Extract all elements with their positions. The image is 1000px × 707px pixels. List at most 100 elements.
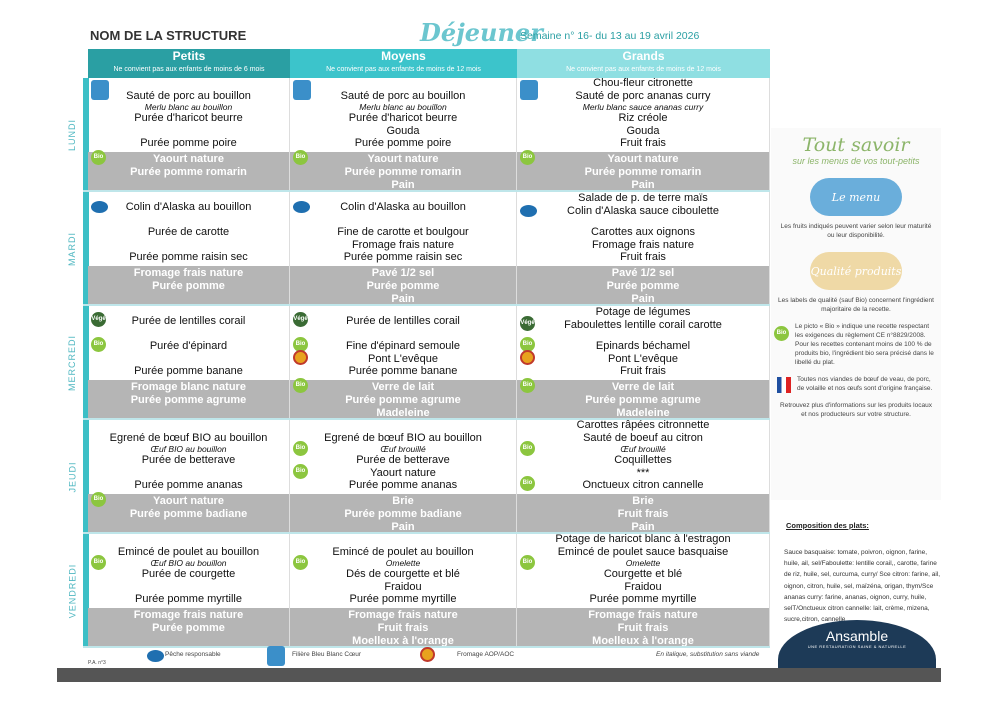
bio-icon: Bio [520, 441, 535, 457]
menu-line: Bio Omelette [290, 555, 516, 571]
menu-line: Madeleine [376, 406, 430, 419]
menu-line: Gouda [626, 124, 660, 137]
vegetarian-icon: Végé [293, 312, 308, 328]
panel-subtitle: sur les menus de vos tout-petits [792, 156, 920, 166]
menu-line: Bio Verre de lait [517, 378, 769, 394]
main-dishes: Egrené de bœuf BIO au bouillon Œuf BIO au… [88, 420, 289, 494]
bio-icon: Bio [520, 150, 535, 165]
panel-text-bio: Bio Le picto « Bio » indique une recette … [771, 322, 941, 367]
desserts: Fromage frais nature Purée pomme [88, 266, 289, 305]
menu-line: Sauté de porc ananas curry [517, 79, 769, 103]
menu-line: Fruit frais [620, 137, 666, 150]
menu-line: Purée pomme badiane [129, 507, 248, 520]
menu-line [517, 331, 769, 340]
menu-line [88, 581, 289, 594]
menu-line [290, 328, 516, 341]
day-bar [83, 78, 89, 192]
menu-line: Madeleine [616, 406, 670, 419]
menu-line: Bio Yaourt nature [290, 463, 516, 480]
fish-icon [147, 650, 164, 662]
vegetarian-icon: Végé [520, 315, 535, 331]
menu-line: Purée pomme romarin [130, 165, 247, 178]
menu-line: Purée pomme agrume [345, 393, 461, 406]
menu-line: Purée pomme romarin [344, 165, 462, 178]
menu-line: Colin d'Alaska au bouillon [290, 201, 516, 214]
desserts: Bio Yaourt nature Purée pomme romarin Pain [517, 150, 769, 191]
desserts: Fromage frais nature Fruit frais Moelleux … [517, 608, 769, 647]
menu-cell-moyens: Colin d'Alaska au bouillon Fine de carott… [290, 192, 517, 306]
menu-line: Végé Purée de lentilles corail [88, 312, 289, 328]
day-vendredi: VENDREDI Emincé de poulet au bouillon Bio Œ… [57, 533, 770, 648]
menu-line: Purée pomme raisin sec [343, 251, 463, 264]
main-dishes: Chou-fleur citronette Sauté de porc anana… [517, 77, 769, 152]
menu-cell-grands: Carottes râpées citronnette Sauté de boeu… [517, 419, 770, 534]
main-dishes: Sauté de porc au bouillon Merlu blanc au … [290, 78, 516, 152]
bio-icon: Bio [293, 337, 308, 353]
meal-title: Déjeuner [420, 18, 543, 47]
menu-line: Fromage frais nature [591, 238, 695, 251]
bio-icon: Bio [293, 150, 308, 165]
menu-line: Purée pomme agrume [130, 393, 247, 406]
group-name: Moyens [381, 49, 426, 63]
menu-line: Fruit frais [617, 621, 669, 634]
day-bar [83, 420, 89, 534]
menu-line: Moelleux à l'orange [592, 634, 694, 647]
main-dishes: Sauté de porc au bouillon Merlu blanc au … [88, 78, 289, 152]
ansamble-logo: Ansamble UNE RESTAURATION SAINE & NATURE… [778, 620, 936, 670]
group-note: Ne convient pas aux enfants de moins de … [326, 66, 481, 73]
menu-line: Pain [631, 520, 655, 533]
group-note: Ne convient pas aux enfants de moins de … [566, 66, 721, 73]
menu-line: Purée de courgette [141, 568, 236, 581]
bleu-blanc-coeur-icon [267, 646, 285, 666]
menu-line: Coquillettes [614, 454, 672, 467]
menu-line: Purée de carotte [147, 226, 230, 239]
main-dishes: Potage de légumes Végé Faboulettes lentill… [517, 306, 769, 380]
menu-line: Purée de betterave [141, 454, 236, 467]
menu-line: Moelleux à l'orange [352, 634, 454, 647]
desserts: Pavé 1/2 sel Purée pomme Pain [290, 266, 516, 305]
menu-line [88, 125, 289, 138]
menu-line: Bio Yaourt nature [88, 150, 289, 166]
main-dishes: Végé Purée de lentilles corail Bio Fine d'é… [290, 306, 516, 380]
menu-line: Fromage frais nature [133, 267, 244, 279]
info-panel: Tout savoir sur les menus de vos tout-pe… [771, 128, 941, 500]
menu-line: *** [636, 466, 650, 479]
desserts: Bio Yaourt nature Purée pomme romarin Pain [290, 150, 516, 191]
main-dishes: Végé Purée de lentilles corail Bio Purée d'… [88, 306, 289, 380]
desserts: Fromage frais nature Purée pomme [88, 608, 289, 647]
desserts: Pavé 1/2 sel Purée pomme Pain [517, 266, 769, 305]
menu-cell-moyens: Egrené de bœuf BIO au bouillon Bio Œuf bro… [290, 420, 517, 534]
menu-cell-petits: Sauté de porc au bouillon Merlu blanc au … [88, 78, 290, 192]
menu-line: Purée pomme poire [354, 137, 452, 150]
legend-bbc: Filière Bleu Blanc Cœur [292, 651, 361, 658]
day-lundi: LUNDI Sauté de porc au bouillon Merlu blan… [57, 77, 770, 192]
panel-text-labels: Les labels de qualité (sauf Bio) concern… [778, 297, 934, 313]
day-bar [83, 306, 89, 420]
menu-line: Purée d'haricot beurre [134, 112, 243, 125]
menu-line: Bio Verre de lait [290, 378, 516, 394]
desserts: Fromage frais nature Fruit frais Moelleux … [290, 608, 516, 647]
menu-cell-petits: Végé Purée de lentilles corail Bio Purée d'… [88, 306, 290, 420]
bio-icon: Bio [91, 492, 106, 507]
fish-icon [91, 201, 108, 214]
panel-text-origin: Toutes nos viandes de bœuf de veau, de p… [771, 375, 941, 393]
france-flag-icon [777, 377, 791, 393]
menu-line: Bio Œuf brouillé [290, 441, 516, 457]
panel-text-fruits: Les fruits indiqués peuvent varier selon… [780, 223, 932, 239]
menu-line: Merlu blanc au bouillon [359, 102, 447, 113]
menu-line: Pain [391, 178, 415, 191]
bio-icon: Bio [91, 337, 106, 353]
menu-line: Gouda [386, 124, 420, 137]
composition-title: Composition des plats: [786, 521, 869, 530]
day-separator [83, 532, 770, 534]
menu-line: Pavé 1/2 sel [611, 267, 675, 279]
menu-line: Bio Epinards béchamel [517, 337, 769, 353]
main-dishes: Carottes râpées citronnette Sauté de boeu… [517, 419, 769, 494]
header-grands: Grands Ne convient pas aux enfants de moi… [517, 49, 770, 78]
menu-line: Courgette et blé [603, 568, 683, 581]
menu-line: Purée d'haricot beurre [348, 112, 458, 125]
menu-line: Salade de p. de terre maïs [578, 192, 708, 204]
menu-line: Bio Œuf brouillé [517, 441, 769, 457]
menu-line: Fruit frais [620, 365, 666, 378]
menu-line: Purée de betterave [356, 454, 450, 467]
